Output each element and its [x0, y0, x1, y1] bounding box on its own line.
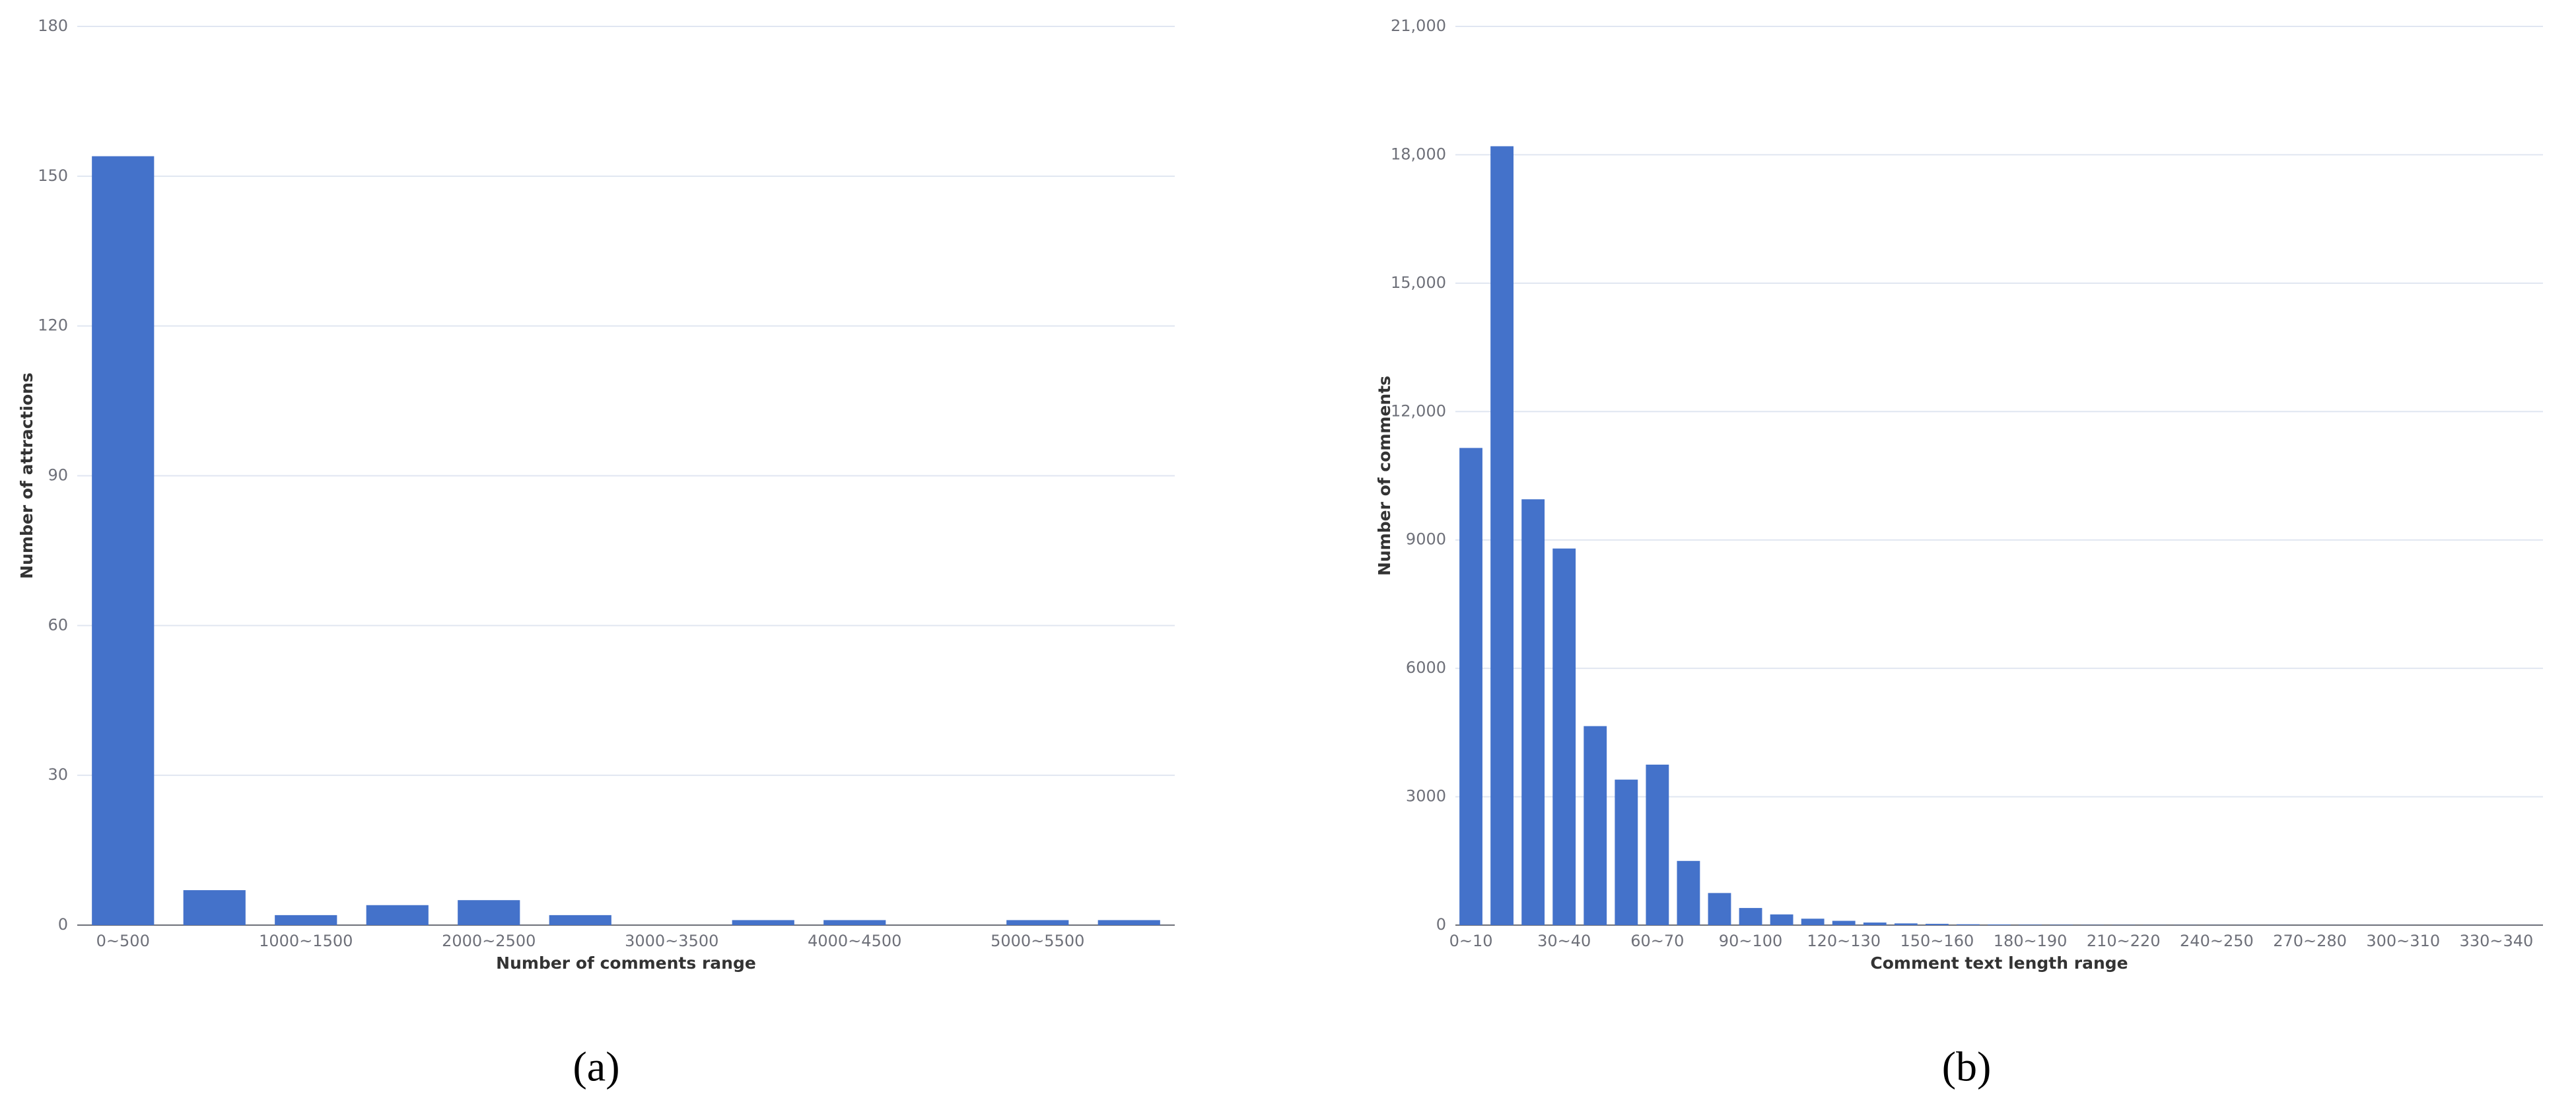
- bar: [1801, 919, 1825, 925]
- bar: [1097, 920, 1160, 925]
- bar: [1739, 908, 1762, 925]
- bar: [1770, 914, 1793, 925]
- x-tick-label: 240~250: [2180, 932, 2254, 950]
- bar: [1708, 893, 1731, 925]
- y-tick-label: 15,000: [1391, 273, 1446, 292]
- bar: [275, 915, 337, 925]
- y-axis-title: Number of attractions: [17, 372, 36, 579]
- bar: [1988, 924, 2011, 925]
- caption: (b): [1942, 1043, 1992, 1090]
- y-tick-label: 21,000: [1391, 17, 1446, 35]
- bar: [1490, 146, 1514, 925]
- x-tick-label: 0~500: [96, 932, 150, 950]
- x-axis-title: Comment text length range: [1870, 954, 2128, 973]
- bar: [1863, 922, 1887, 925]
- x-tick-label: 60~70: [1630, 932, 1684, 950]
- y-tick-label: 150: [38, 166, 68, 185]
- bar: [732, 920, 794, 925]
- bar: [1894, 923, 1918, 925]
- bar: [1646, 764, 1669, 925]
- bar: [1552, 548, 1576, 925]
- bar: [458, 900, 520, 925]
- y-tick-label: 180: [38, 17, 68, 35]
- x-tick-label: 5000~5500: [991, 932, 1084, 950]
- x-tick-label: 270~280: [2273, 932, 2347, 950]
- x-tick-label: 4000~4500: [808, 932, 901, 950]
- bar: [1677, 860, 1700, 925]
- y-tick-label: 120: [38, 316, 68, 335]
- bar: [549, 915, 611, 925]
- bar: [1957, 924, 1980, 925]
- y-axis-title: Number of comments: [1375, 376, 1394, 576]
- y-tick-label: 9000: [1406, 530, 1446, 549]
- caption: (a): [573, 1043, 619, 1090]
- y-tick-label: 0: [1436, 915, 1446, 934]
- x-tick-label: 2000~2500: [442, 932, 536, 950]
- bar: [183, 890, 246, 925]
- y-tick-label: 0: [58, 915, 68, 934]
- x-tick-label: 0~10: [1449, 932, 1493, 950]
- bar: [2019, 924, 2042, 925]
- bar: [1615, 779, 1638, 925]
- y-tick-label: 30: [48, 765, 68, 784]
- y-tick-label: 60: [48, 615, 68, 634]
- bar: [366, 905, 429, 925]
- bar: [1925, 924, 1949, 925]
- x-tick-label: 30~40: [1537, 932, 1591, 950]
- bar: [1584, 726, 1607, 925]
- x-tick-label: 150~160: [1900, 932, 1974, 950]
- x-tick-label: 90~100: [1719, 932, 1782, 950]
- y-tick-label: 3000: [1406, 787, 1446, 806]
- bar: [1521, 499, 1545, 925]
- bar: [1832, 920, 1856, 925]
- x-axis-title: Number of comments range: [496, 954, 756, 973]
- x-tick-label: 1000~1500: [259, 932, 353, 950]
- y-tick-label: 12,000: [1391, 401, 1446, 420]
- bar: [823, 920, 886, 925]
- x-tick-label: 180~190: [1994, 932, 2068, 950]
- x-tick-label: 3000~3500: [625, 932, 718, 950]
- y-tick-label: 18,000: [1391, 145, 1446, 163]
- bar: [2050, 924, 2073, 925]
- bar: [1006, 920, 1069, 925]
- bar: [1459, 448, 1482, 925]
- y-tick-label: 6000: [1406, 658, 1446, 677]
- x-tick-label: 120~130: [1807, 932, 1881, 950]
- x-tick-label: 210~220: [2087, 932, 2161, 950]
- x-tick-label: 330~340: [2460, 932, 2534, 950]
- y-tick-label: 90: [48, 466, 68, 485]
- x-tick-label: 300~310: [2366, 932, 2440, 950]
- bar: [92, 156, 155, 926]
